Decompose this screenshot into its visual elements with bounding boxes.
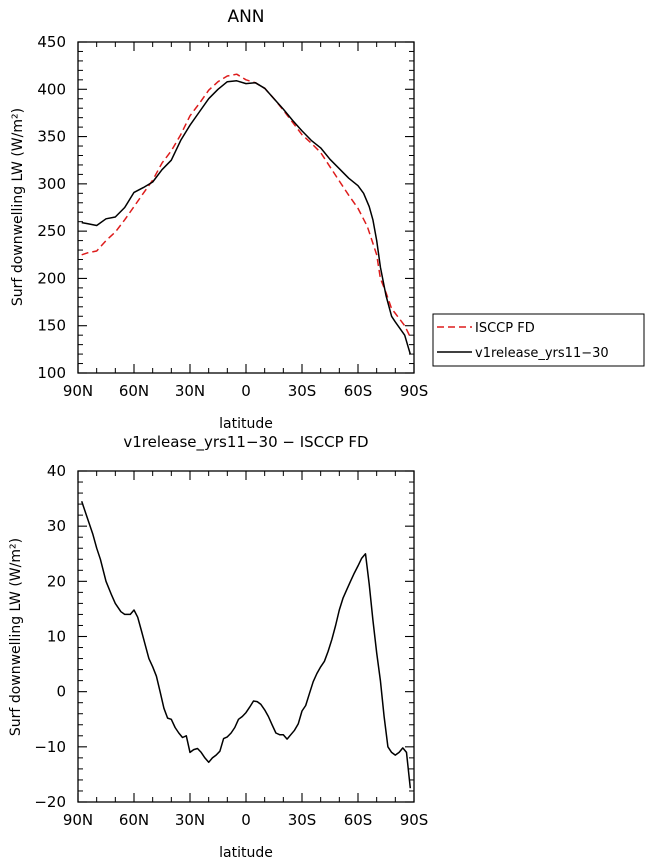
- bottom-y-tick-label: 10: [47, 628, 66, 646]
- bottom-y-tick-label: −10: [34, 738, 66, 756]
- top-y-tick-label: 200: [37, 269, 66, 287]
- bottom-x-axis-label: latitude: [219, 845, 273, 861]
- top-y-tick-label: 150: [37, 317, 66, 335]
- legend-label-v1release: v1release_yrs11−30: [475, 346, 609, 361]
- top-y-tick-label: 250: [37, 222, 66, 240]
- bottom-y-tick-label: 40: [47, 462, 66, 480]
- legend-box: [432, 313, 645, 367]
- top-series-line-0: [81, 73, 411, 338]
- top-y-tick-label: 300: [37, 175, 66, 193]
- top-y-axis-label: Surf downwelling LW (W/m²): [10, 108, 26, 306]
- top-x-tick-label: 0: [241, 382, 251, 400]
- bottom-x-tick-label: 0: [241, 811, 251, 829]
- bottom-x-tick-label: 90S: [400, 811, 429, 829]
- bottom-y-axis-label: Surf downwelling LW (W/m²): [8, 538, 24, 736]
- bottom-series-line-0: [80, 501, 412, 789]
- top-plot-frame: [77, 41, 415, 374]
- bottom-plot-frame: [77, 470, 415, 803]
- top-chart-title: ANN: [227, 7, 264, 27]
- bottom-chart-title: v1release_yrs11−30 − ISCCP FD: [123, 433, 368, 452]
- top-y-tick-label: 400: [37, 80, 66, 98]
- top-x-tick-label: 90S: [400, 382, 429, 400]
- bottom-panel: v1release_yrs11−30 − ISCCP FD latitude S…: [8, 433, 428, 861]
- bottom-x-tick-label: 60N: [119, 811, 149, 829]
- bottom-y-tick-label: 20: [47, 572, 66, 590]
- bottom-y-tick-label: −20: [34, 793, 66, 811]
- top-y-tick-label: 100: [37, 364, 66, 382]
- bottom-y-tick-label: 30: [47, 517, 66, 535]
- bottom-x-tick-label: 30N: [175, 811, 205, 829]
- top-x-tick-label: 60S: [344, 382, 373, 400]
- legend-label-isccp-fd: ISCCP FD: [475, 321, 535, 336]
- bottom-y-tick-label: 0: [56, 683, 66, 701]
- top-series-line-1: [81, 80, 412, 355]
- bottom-x-tick-label: 60S: [344, 811, 373, 829]
- top-panel: ANN latitude Surf downwelling LW (W/m²) …: [10, 7, 428, 432]
- top-x-tick-label: 30N: [175, 382, 205, 400]
- bottom-x-tick-label: 30S: [288, 811, 317, 829]
- top-x-tick-label: 60N: [119, 382, 149, 400]
- top-x-tick-label: 30S: [288, 382, 317, 400]
- top-x-axis-label: latitude: [219, 416, 273, 432]
- top-x-tick-label: 90N: [63, 382, 93, 400]
- bottom-x-tick-label: 90N: [63, 811, 93, 829]
- top-y-tick-label: 350: [37, 128, 66, 146]
- top-y-tick-label: 450: [37, 33, 66, 51]
- legend: ISCCP FD v1release_yrs11−30: [432, 313, 645, 367]
